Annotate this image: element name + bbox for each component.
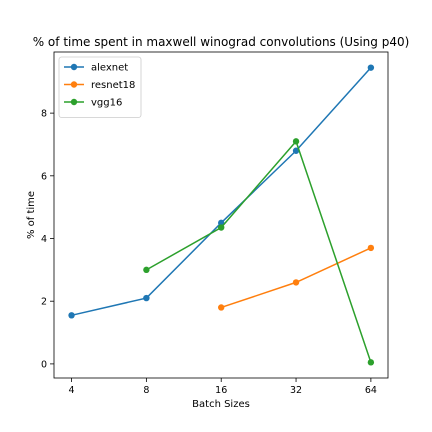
x-tick-label: 32: [290, 385, 302, 396]
legend-label: resnet18: [91, 80, 135, 91]
legend-item-vgg16: vgg16: [64, 98, 122, 109]
y-tick-label: 6: [41, 171, 47, 182]
data-point-alexnet: [218, 219, 225, 227]
y-tick-label: 8: [41, 109, 47, 120]
x-tick-label: 16: [215, 385, 227, 396]
data-point-alexnet: [367, 64, 375, 71]
y-axis-label: % of time: [26, 191, 37, 239]
legend-marker: [70, 98, 78, 106]
data-point-alexnet: [143, 294, 150, 302]
data-point-resnet18: [218, 304, 225, 311]
legend-label: alexnet: [91, 63, 128, 74]
y-tick-label: 2: [41, 297, 47, 308]
series-vgg16: [143, 138, 375, 366]
series-alexnet: [68, 64, 375, 319]
data-point-vgg16: [367, 359, 375, 366]
data-point-resnet18: [292, 279, 300, 286]
legend-marker: [70, 63, 78, 71]
data-point-vgg16: [292, 138, 300, 145]
y-tick-label: 4: [41, 234, 47, 245]
legend-label: vgg16: [91, 98, 122, 109]
series-layer: [68, 64, 375, 366]
series-resnet18: [218, 244, 375, 311]
data-point-alexnet: [68, 312, 75, 319]
series-line-vgg16: [146, 139, 372, 363]
x-tick-label: 4: [69, 385, 75, 396]
data-point-vgg16: [143, 266, 150, 274]
x-tick-label: 64: [365, 385, 377, 396]
legend: alexnet resnet18 vgg16: [58, 56, 142, 118]
legend-item-resnet18: resnet18: [64, 80, 135, 91]
series-line-resnet18: [220, 247, 372, 309]
x-axis-label: Batch Sizes: [192, 399, 250, 410]
x-tick-label: 8: [143, 385, 149, 396]
data-point-vgg16: [218, 224, 225, 231]
legend-marker: [70, 81, 78, 88]
legend-item-alexnet: alexnet: [64, 63, 128, 74]
data-point-alexnet: [292, 147, 300, 154]
y-tick-label: 0: [41, 359, 47, 370]
data-point-resnet18: [367, 244, 375, 252]
axis-ticks: 4 8 16 32 64 0 2 4 6 8: [41, 109, 377, 396]
chart-title: % of time spent in maxwell winograd conv…: [33, 35, 410, 49]
